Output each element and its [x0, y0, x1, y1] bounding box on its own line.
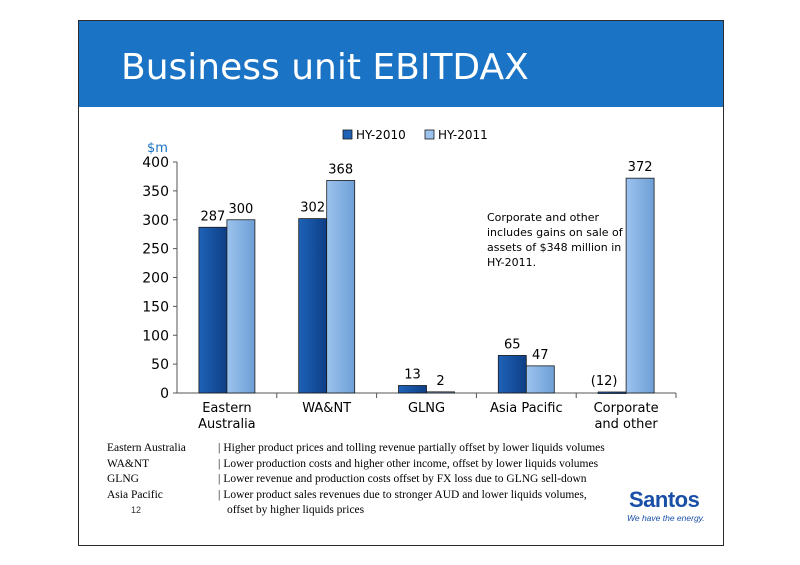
bar-hy-2011 [326, 180, 356, 394]
y-tick-label: 150 [142, 299, 169, 315]
legend-swatch [424, 129, 435, 140]
data-label: 65 [504, 337, 521, 352]
notes-list: Eastern Australia | Higher product prices … [107, 441, 667, 519]
chart-annotation: Corporate and other [487, 211, 599, 224]
note-row: Eastern Australia | Higher product prices … [107, 441, 667, 457]
bar-hy-2010 [298, 218, 328, 394]
x-tick-label: Australia [198, 417, 256, 432]
data-label: 13 [404, 367, 421, 382]
y-tick-label: 250 [142, 242, 169, 258]
note-row: Asia Pacific | Lower product sales revenue… [107, 488, 667, 519]
y-unit-label: $m [147, 141, 168, 156]
note-region: GLNG [107, 473, 139, 485]
y-tick-label: 50 [151, 357, 169, 373]
x-tick-label: and other [594, 417, 658, 432]
legend-label: HY-2010 [356, 128, 406, 142]
data-label: (12) [591, 374, 618, 389]
chart-annotation: assets of $348 million in [487, 241, 621, 254]
note-region: Eastern Australia [107, 442, 186, 454]
note-text: | Lower production costs and higher other… [218, 457, 599, 470]
legend-label: HY-2011 [438, 128, 488, 142]
y-tick-label: 0 [160, 386, 169, 402]
title-bar: Business unit EBITDAX [79, 21, 723, 107]
bar-hy-2011 [426, 391, 455, 394]
y-tick-label: 400 [142, 155, 169, 171]
data-label: 47 [532, 348, 549, 363]
note-text: | Higher product prices and tolling reven… [218, 442, 605, 454]
bar-hy-2011 [226, 219, 256, 394]
data-label: 302 [300, 201, 325, 216]
page-number: 12 [131, 505, 142, 515]
note-region: WA&NT [107, 457, 150, 470]
bar-hy-2010 [497, 355, 527, 394]
logo-wordmark: Santos [629, 487, 700, 512]
bar-hy-2010 [198, 226, 228, 394]
x-tick-label: Asia Pacific [490, 401, 563, 416]
note-text: | Lower product sales revenues due to str… [218, 488, 587, 517]
santos-logo: Santos We have the energy. [625, 487, 705, 527]
logo-tagline: We have the energy. [627, 513, 705, 523]
x-tick-label: Corporate [594, 401, 659, 416]
x-tick-label: GLNG [408, 401, 445, 416]
data-label: 287 [200, 209, 225, 224]
note-row: WA&NT | Lower production costs and higher … [107, 457, 667, 473]
chart-annotation: HY-2011. [487, 256, 536, 269]
slide-title: Business unit EBITDAX [121, 47, 529, 88]
note-row: GLNG | Lower revenue and production costs … [107, 472, 667, 488]
slide: Business unit EBITDAX Eastern Australia |… [78, 20, 724, 546]
y-tick-label: 300 [142, 213, 169, 229]
data-label: 368 [328, 162, 353, 177]
note-text: | Lower revenue and production costs offs… [218, 473, 587, 485]
note-region: Asia Pacific [107, 488, 163, 501]
y-tick-label: 100 [142, 328, 169, 344]
data-label: 372 [628, 160, 653, 175]
y-tick-label: 200 [142, 271, 169, 287]
bar-hy-2010 [597, 391, 627, 394]
legend-swatch [342, 129, 353, 140]
data-label: 300 [228, 202, 253, 217]
chart-annotation: includes gains on sale of [487, 226, 624, 239]
bar-hy-2011 [625, 177, 655, 394]
data-label: 2 [436, 374, 444, 389]
bar-hy-2011 [525, 365, 555, 394]
x-tick-label: WA&NT [302, 401, 351, 416]
x-tick-label: Eastern [202, 401, 251, 416]
y-tick-label: 350 [142, 184, 169, 200]
bar-hy-2010 [398, 385, 427, 394]
